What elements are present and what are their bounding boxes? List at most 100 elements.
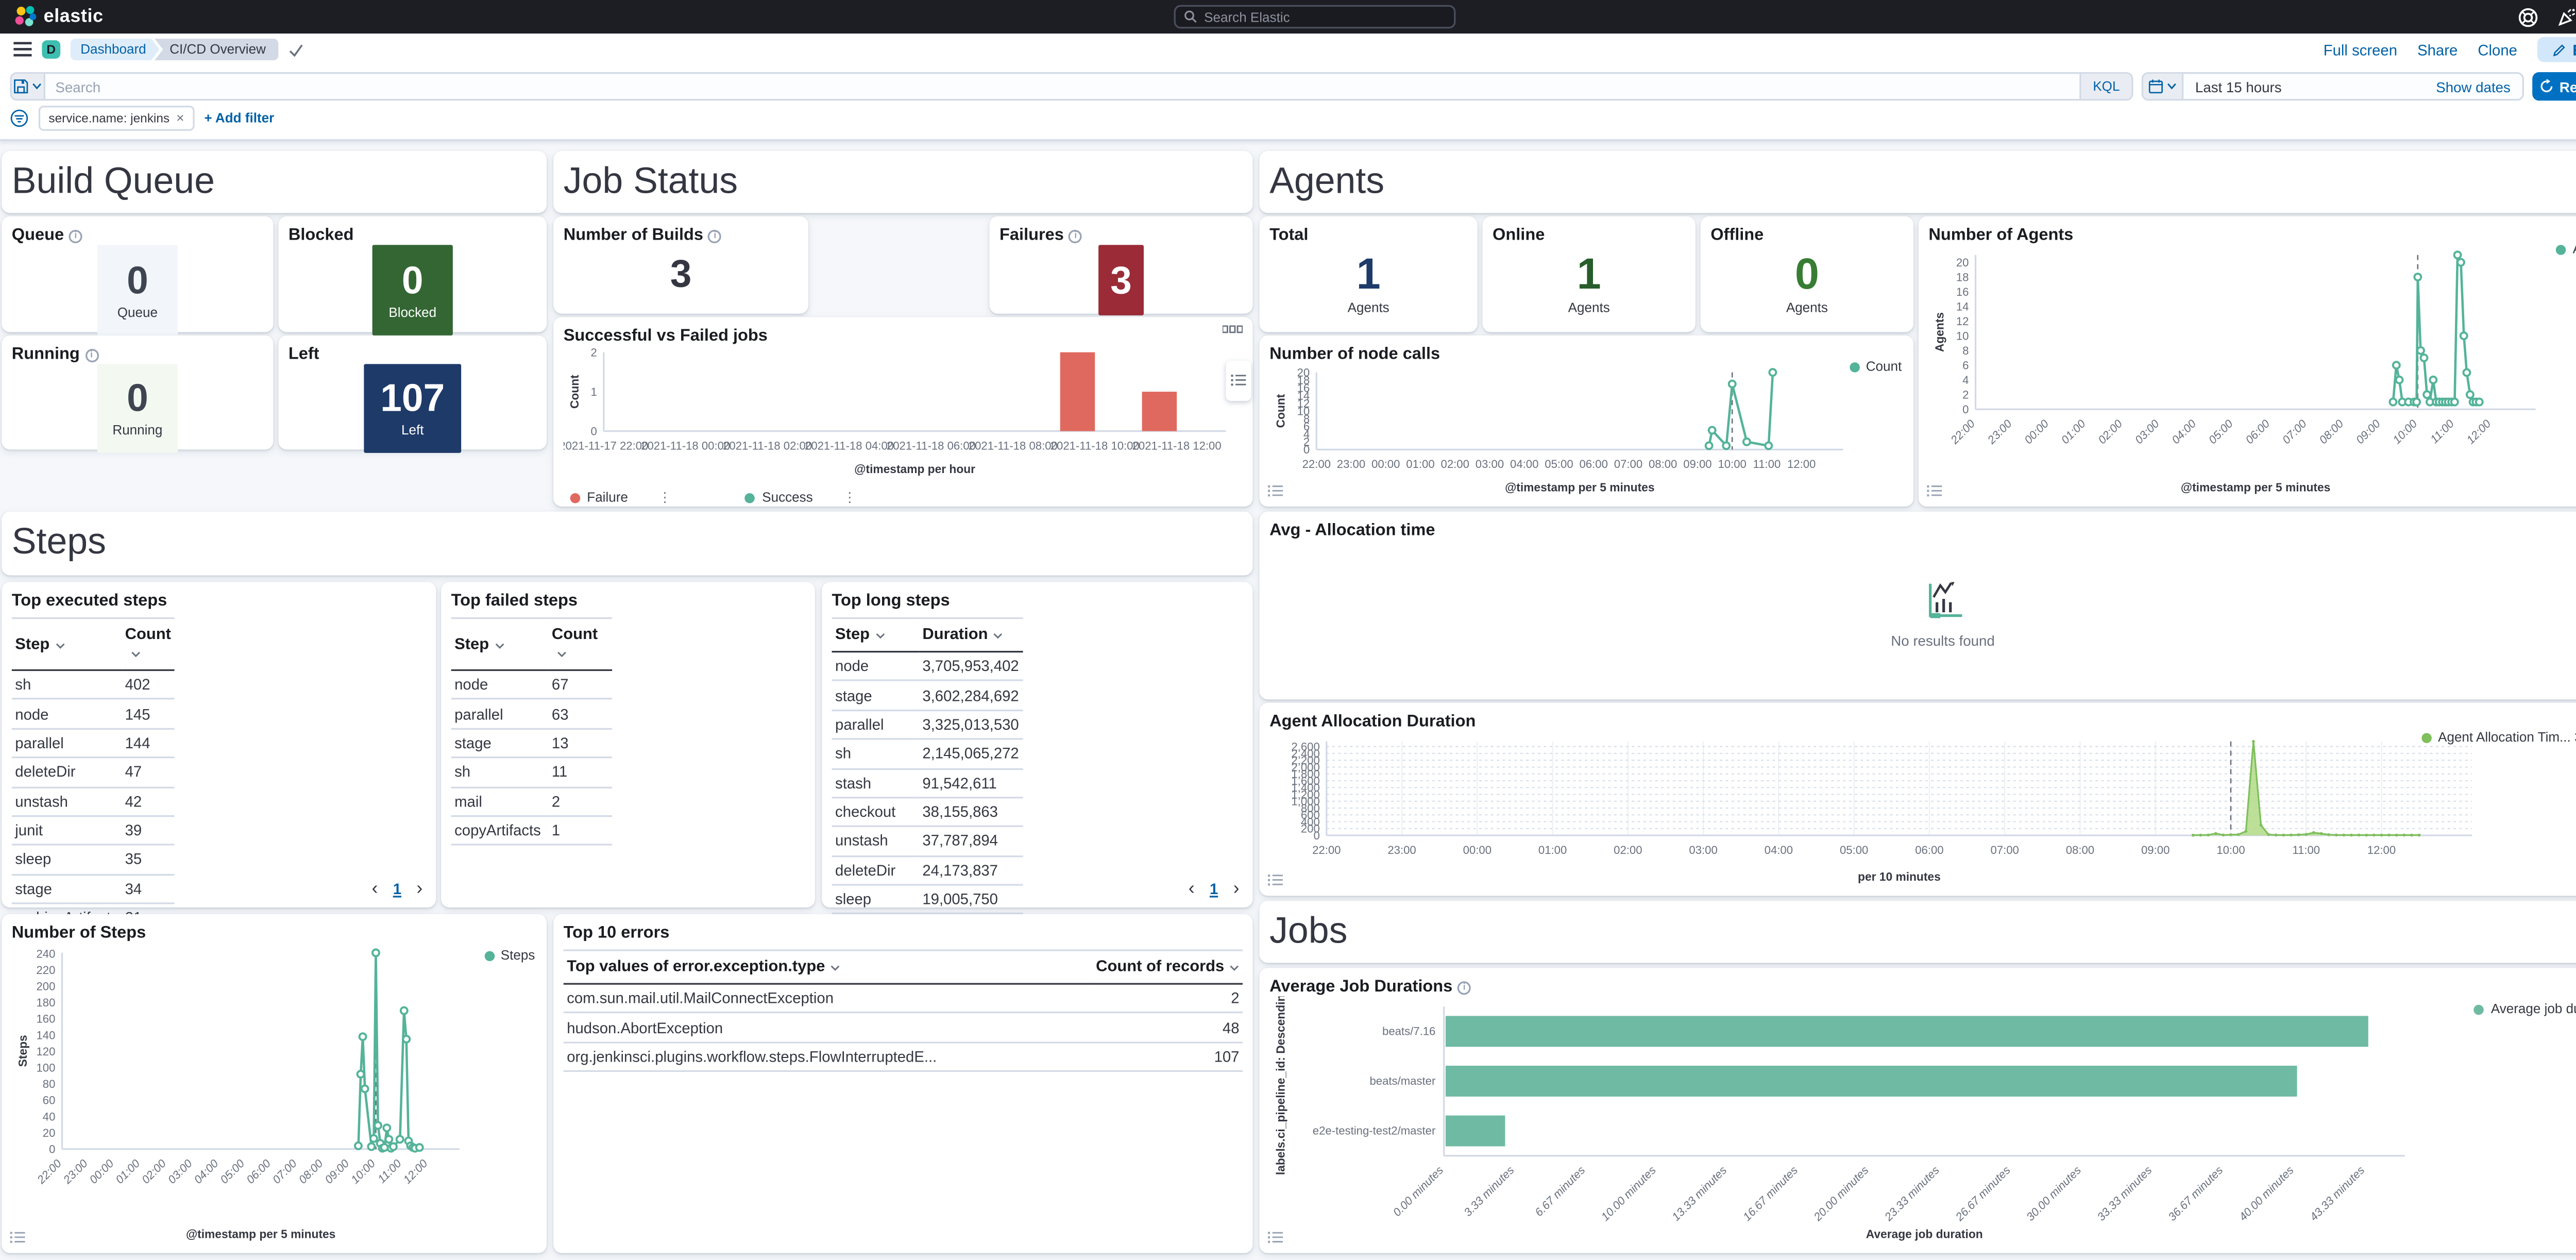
full-screen-link[interactable]: Full screen [2323,41,2398,58]
info-icon[interactable] [708,229,722,243]
number-of-steps-panel[interactable]: Number of Steps 0 20 40 60 80 100 120 140 160 180… [2,914,547,1253]
legend-item[interactable]: Agents [2556,242,2576,257]
help-icon[interactable] [2517,6,2539,27]
kql-language-button[interactable]: KQL [2079,74,2132,99]
agent-allocation-duration-panel[interactable]: Agent Allocation Duration 0 200 400 600 800 1… [1259,702,2576,896]
average-job-durations-chart[interactable]: beats/7.16 beats/master e2e-testing-test2/… [1269,987,2576,1252]
add-filter-link[interactable]: + Add filter [204,110,275,126]
svg-text:80: 80 [43,1078,56,1090]
legend-list-icon[interactable] [1268,874,1283,887]
average-job-durations-panel[interactable]: Average Job Durations beats/7.16 beats/ma… [1259,968,2576,1253]
number-of-builds-metric-panel[interactable]: Number of Builds 3 [553,216,808,314]
legend-list-icon[interactable] [1268,1231,1283,1245]
share-link[interactable]: Share [2417,41,2458,58]
failures-metric-panel[interactable]: Failures 3 [989,216,1253,315]
successful-vs-failed-jobs-panel[interactable]: Successful vs Failed jobs 0 1 2 2021-11-17 … [553,317,1253,507]
svg-text:200: 200 [1301,822,1320,835]
node-calls-chart[interactable]: 0 2 4 6 8 10 12 14 16 18 20 22:00 23:00 00:00 01:00 02:… [1269,364,1903,505]
number-of-agents-panel[interactable]: Number of Agents 0 2 4 6 8 10 12 14 16 18 20 22:00 2… [1918,216,2576,507]
info-icon[interactable] [69,229,82,243]
top-failed-steps-panel[interactable]: Top failed steps Step Count node 67 parall… [441,582,815,908]
next-page-icon [1233,879,1240,899]
table-row: node 67 [451,670,613,700]
calendar-button[interactable] [2143,74,2184,99]
left-metric-panel[interactable]: Left 107 Left [278,335,547,453]
svg-text:12:00: 12:00 [2367,844,2396,856]
info-icon[interactable] [1069,229,1082,243]
time-range-value[interactable]: Last 15 hours [2195,78,2282,95]
successful-vs-failed-chart[interactable]: 0 1 2 2021-11-17 22:00 2021-11-18 00:00 2021-… [559,346,1243,486]
chart-legend[interactable]: Agents [2556,242,2576,257]
svg-text:04:00: 04:00 [1765,844,1793,856]
agent-allocation-duration-chart[interactable]: 0 200 400 600 800 1,000 1,200 1,400 1,600 1,800 2,… [1269,731,2576,894]
chart-legend[interactable]: Agent Allocation Tim... 33.611 [2421,730,2576,745]
svg-text:10:00: 10:00 [2216,844,2245,856]
chart-legend[interactable]: Failure ⋮ Success ⋮ [564,486,1243,505]
number-of-agents-chart[interactable]: 0 2 4 6 8 10 12 14 16 18 20 22:00 23:00 00:00 01:00 02:… [1928,245,2576,505]
sort-chevron-icon[interactable] [130,644,140,663]
breadcrumb-dashboard[interactable]: Dashboard [71,39,160,60]
top-long-steps-panel[interactable]: Top long steps Step Duration node 3,705,9… [821,582,1253,944]
sort-chevron-icon[interactable] [830,958,840,977]
total-agents-metric-panel[interactable]: Total 1 Agents [1259,216,1478,332]
sort-chevron-icon[interactable] [494,635,504,653]
svg-text:4: 4 [1962,374,1969,387]
top-executed-steps-panel[interactable]: Top executed steps Step Count sh 402 node 1… [2,582,436,963]
svg-text:2: 2 [591,346,597,359]
sort-chevron-icon[interactable] [1229,958,1240,977]
sort-chevron-icon[interactable] [55,635,65,653]
legend-item[interactable]: Failure ⋮ [570,490,672,505]
remove-filter-icon[interactable] [176,111,184,126]
info-icon[interactable] [1458,980,1471,994]
legend-item[interactable]: Average job duration [2474,1001,2576,1017]
svg-text:6: 6 [1303,420,1310,433]
offline-agents-metric-panel[interactable]: Offline 0 Agents [1700,216,1914,332]
queue-metric-panel[interactable]: Queue 0 Queue [2,216,274,336]
edit-button[interactable]: Edit [2537,37,2576,62]
pagination[interactable]: 1 [1189,879,1240,899]
legend-item[interactable]: Success ⋮ [745,490,857,505]
breadcrumb-bar: D Dashboard CI/CD Overview Full screen S… [0,33,2576,65]
avg-allocation-time-panel[interactable]: Avg - Allocation time No results found [1259,511,2576,700]
date-picker[interactable]: Last 15 hours Show dates [2141,72,2524,101]
legend-list-icon[interactable] [10,1231,25,1245]
chart-legend[interactable]: Average job duration [2474,1001,2576,1017]
running-metric-panel[interactable]: Running 0 Running [2,335,274,453]
online-agents-metric-panel[interactable]: Online 1 Agents [1482,216,1696,332]
filter-menu-icon[interactable] [10,109,29,128]
blocked-metric-panel[interactable]: Blocked 0 Blocked [278,216,547,336]
legend-item[interactable]: Agent Allocation Tim... 33.611 [2421,730,2576,745]
chart-legend[interactable]: Steps [484,948,535,963]
number-of-node-calls-panel[interactable]: Number of node calls 0 2 4 6 8 10 12 14 16 18 20 22… [1259,335,1914,507]
elastic-logo[interactable]: elastic [13,5,104,29]
legend-item[interactable]: Count [1849,359,1902,374]
legend-list-icon[interactable] [1268,485,1283,498]
filter-pill[interactable]: service.name: jenkins [38,106,194,131]
menu-hamburger-icon[interactable] [13,42,32,57]
info-icon[interactable] [84,348,98,362]
legend-menu-icon[interactable]: ⋮ [658,490,672,505]
legend-list-icon[interactable] [1927,485,1942,498]
sort-chevron-icon[interactable] [875,626,885,644]
refresh-button[interactable]: Refresh [2532,72,2576,101]
show-dates-link[interactable]: Show dates [2436,78,2511,95]
global-search-input[interactable]: Search Elastic [1174,5,1456,29]
kql-search-input[interactable]: Search KQL [10,72,2133,101]
space-avatar[interactable]: D [42,40,61,59]
legend-menu-icon[interactable]: ⋮ [843,490,857,505]
number-of-steps-chart[interactable]: 0 20 40 60 80 100 120 140 160 180 200 220 240 22:00 23… [12,943,537,1251]
news-feed-icon[interactable] [2556,6,2576,27]
sort-chevron-icon[interactable] [557,644,567,663]
chart-legend[interactable]: Count [1849,359,1902,374]
legend-toggle-floating[interactable] [1226,360,1251,401]
table-row: node 3,705,953,402 [832,651,1023,682]
legend-item[interactable]: Steps [484,948,535,963]
saved-queries-button[interactable] [11,74,45,99]
pagination[interactable]: 1 [371,879,422,899]
svg-text:20: 20 [43,1127,56,1139]
sort-chevron-icon[interactable] [993,626,1003,644]
clone-link[interactable]: Clone [2478,41,2517,58]
table-row: sh 2,145,065,272 [832,739,1023,769]
panel-options-icon[interactable] [1222,325,1243,333]
top-10-errors-panel[interactable]: Top 10 errors Top values of error.except… [553,914,1253,1253]
